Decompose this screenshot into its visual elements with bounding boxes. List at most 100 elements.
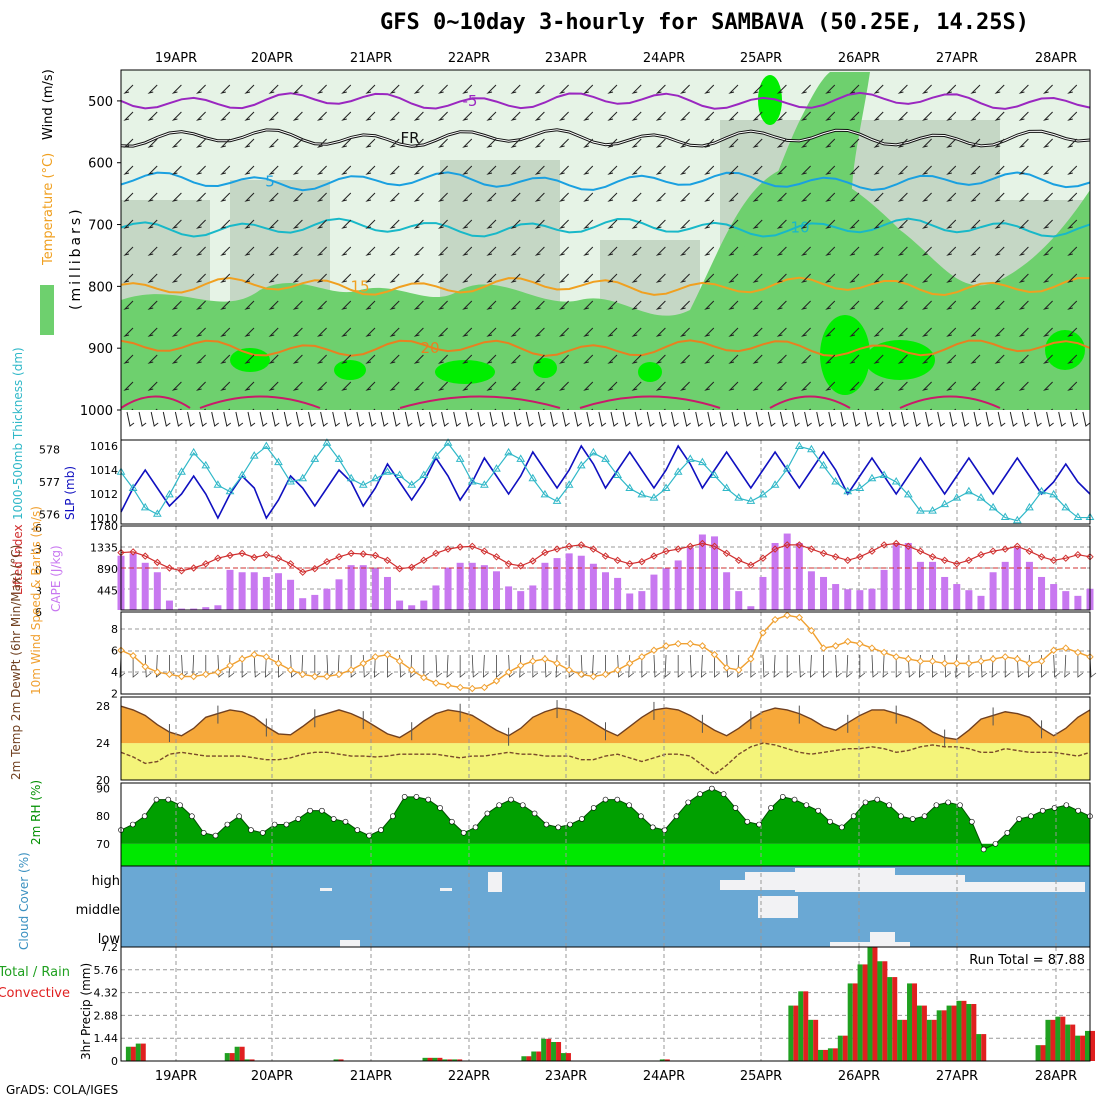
thickness-marker (879, 470, 889, 479)
upper-wind-barb (365, 354, 376, 364)
thickness-line (120, 442, 1090, 522)
date-label-bottom: 20APR (251, 1069, 293, 1084)
precip-total-bar (244, 1059, 250, 1061)
surface-barb (253, 654, 261, 678)
wind-speed-marker (565, 666, 573, 674)
lifted-index-marker (650, 552, 658, 560)
upper-wind-barb (462, 327, 473, 337)
thickness-marker (528, 473, 538, 482)
rh-marker (732, 805, 739, 811)
cape-tick-label: 890 (97, 563, 118, 576)
rh-marker (1063, 802, 1070, 808)
upper-wind-barb (534, 246, 545, 256)
thickness-marker (1049, 489, 1059, 498)
lifted-index-marker (444, 545, 452, 553)
panel-frame (120, 525, 1091, 611)
upper-wind-barb (946, 219, 957, 229)
cape-bar (141, 562, 149, 610)
rh-marker (130, 821, 136, 828)
wind-speed-marker (529, 657, 537, 665)
upper-wind-barb (244, 327, 255, 337)
surface-barb (399, 654, 406, 678)
precip-conv-bar (664, 1059, 670, 1061)
lifted-index-marker (553, 545, 561, 553)
thickness-marker (504, 447, 513, 456)
upper-wind-barb (171, 165, 182, 175)
upper-wind-barb (631, 192, 642, 202)
rh-marker (567, 821, 573, 828)
cape-bar (408, 605, 416, 610)
thickness-marker (988, 502, 998, 511)
upper-wind-barb (486, 138, 497, 148)
precip-total-bar (521, 1056, 527, 1061)
rh-marker (1028, 813, 1034, 820)
precip-total-bar (1055, 1016, 1061, 1061)
cape-bar (589, 563, 597, 610)
surface-wind-barb (900, 411, 909, 427)
thickness-tick-label: 578 (39, 444, 60, 457)
upper-wind-barb (510, 273, 521, 283)
upper-wind-barb (1067, 381, 1078, 391)
pressure-axis-label: (millibars) (68, 206, 84, 310)
upper-wind-barb (776, 138, 787, 148)
wind-speed-marker (1001, 653, 1009, 661)
wind-speed-marker (407, 666, 416, 674)
upper-wind-barb (946, 192, 957, 202)
wind-speed-marker (480, 683, 489, 692)
upper-wind-barb (292, 192, 303, 202)
lifted-index-marker (504, 560, 513, 568)
rh-marker (720, 791, 727, 797)
cape-bar (856, 590, 864, 610)
upper-wind-barb (631, 84, 642, 94)
rh-saturated-patch (435, 360, 495, 384)
upper-wind-barb (631, 381, 642, 391)
upper-wind-barb (800, 381, 811, 391)
upper-wind-barb (558, 219, 569, 229)
rh-saturated-patch (533, 358, 557, 378)
precip-total-bar (818, 1049, 824, 1061)
upper-wind-barb (220, 273, 231, 283)
thickness-marker (734, 493, 744, 501)
wind-speed-marker (589, 672, 598, 681)
upper-wind-barb (341, 327, 352, 337)
surface-wind-barb (840, 411, 849, 427)
upper-wind-barb (389, 300, 400, 310)
upper-wind-barb (558, 381, 569, 391)
cape-bar (517, 591, 525, 610)
upper-wind-barb (946, 327, 957, 337)
cape-bar (674, 560, 682, 610)
upper-wind-barb (752, 354, 763, 364)
cape-bar (929, 561, 937, 610)
rh-marker (531, 810, 538, 817)
wind-speed-marker (577, 670, 585, 679)
thickness-marker (601, 454, 610, 462)
cape-bar (299, 598, 307, 610)
rh-marker (992, 841, 999, 847)
date-label-bottom: 21APR (350, 1069, 392, 1084)
precip-conv-bar (892, 977, 898, 1061)
rh-marker (519, 802, 526, 808)
rh-marker (709, 785, 715, 792)
surface-barb (700, 654, 707, 678)
upper-wind-barb (316, 300, 327, 310)
upper-wind-barb (510, 246, 521, 256)
thickness-marker (698, 457, 707, 466)
wind-speed-marker (189, 672, 198, 681)
legend-wind: Wind (m/s) (41, 69, 56, 140)
upper-wind-barb (921, 354, 932, 364)
upper-wind-barb (462, 84, 473, 94)
upper-wind-barb (123, 273, 134, 283)
lifted-index-marker (771, 545, 779, 553)
upper-wind-barb (195, 111, 206, 121)
wind-speed-marker (286, 666, 295, 674)
upper-wind-barb (123, 84, 134, 94)
upper-wind-barb (244, 381, 255, 391)
wind-speed-marker (880, 648, 888, 657)
lifted-index-marker (1049, 556, 1058, 565)
surface-wind-barb (1058, 411, 1066, 427)
thickness-marker (455, 454, 465, 462)
surface-wind-barb (913, 411, 921, 427)
wind-speed-marker (238, 655, 246, 663)
upper-wind-barb (341, 219, 352, 229)
precip-total-bar (1085, 1030, 1090, 1061)
